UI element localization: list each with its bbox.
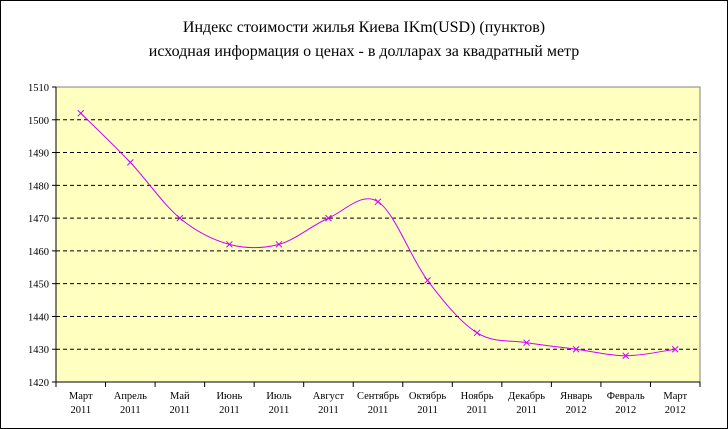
x-tick-label-year: 2011 — [318, 405, 339, 416]
y-tick-label: 1480 — [28, 181, 49, 192]
x-tick-label-month: Март — [69, 391, 93, 402]
data-point — [126, 159, 134, 166]
data-point — [226, 240, 233, 248]
data-point — [77, 109, 85, 117]
data-point — [572, 345, 580, 353]
y-tick-label: 1510 — [28, 83, 49, 94]
x-tick-label-year: 2011 — [368, 405, 389, 416]
data-point — [275, 240, 283, 248]
x-tick-label-month: Июнь — [216, 391, 242, 402]
y-tick-label: 1490 — [28, 149, 49, 160]
y-tick-label: 1430 — [28, 345, 49, 356]
x-tick-label-month: Март — [663, 391, 687, 402]
data-point — [325, 214, 332, 222]
x-tick-label-month: Июль — [266, 391, 291, 402]
x-tick-label-year: 2012 — [615, 405, 636, 416]
x-tick-label-month: Апрель — [114, 391, 147, 402]
x-tick-label-year: 2011 — [516, 405, 537, 416]
y-tick-label: 1500 — [28, 116, 49, 127]
x-tick-label-month: Январь — [560, 391, 592, 402]
x-tick-label-year: 2011 — [170, 405, 191, 416]
x-tick-label-year: 2012 — [566, 405, 587, 416]
y-tick-label: 1470 — [28, 214, 49, 225]
data-point — [176, 214, 184, 222]
data-point — [671, 345, 679, 353]
x-tick-label-year: 2011 — [120, 405, 141, 416]
x-tick-label-month: Декабрь — [508, 391, 545, 402]
y-tick-label: 1440 — [28, 312, 49, 323]
data-point — [374, 198, 382, 206]
y-tick-label: 1460 — [28, 247, 49, 258]
x-tick-label-month: Май — [170, 391, 190, 402]
x-tick-label-year: 2011 — [269, 405, 290, 416]
x-tick-label-year: 2012 — [665, 405, 686, 416]
y-tick-label: 1450 — [28, 280, 49, 291]
data-point — [523, 339, 530, 347]
x-tick-label-month: Август — [313, 391, 345, 402]
data-point — [473, 329, 481, 337]
x-tick-label-year: 2011 — [219, 405, 240, 416]
chart-subtitle: исходная информация о ценах - в долларах… — [148, 43, 580, 60]
y-tick-label: 1420 — [28, 378, 49, 389]
x-tick-label-month: Ноябрь — [461, 391, 494, 402]
data-point — [622, 352, 630, 360]
x-tick-label-month: Сентябрь — [357, 391, 399, 402]
x-tick-label-month: Февраль — [607, 391, 645, 402]
x-tick-label-year: 2011 — [467, 405, 488, 416]
x-tick-label-month: Октябрь — [409, 391, 446, 402]
plot-area — [55, 86, 701, 383]
x-tick-label-year: 2011 — [417, 405, 438, 416]
x-tick-label-year: 2011 — [70, 405, 91, 416]
data-point — [424, 277, 431, 284]
chart-title: Индекс стоимости жилья Киева IKm(USD) (п… — [182, 19, 546, 36]
